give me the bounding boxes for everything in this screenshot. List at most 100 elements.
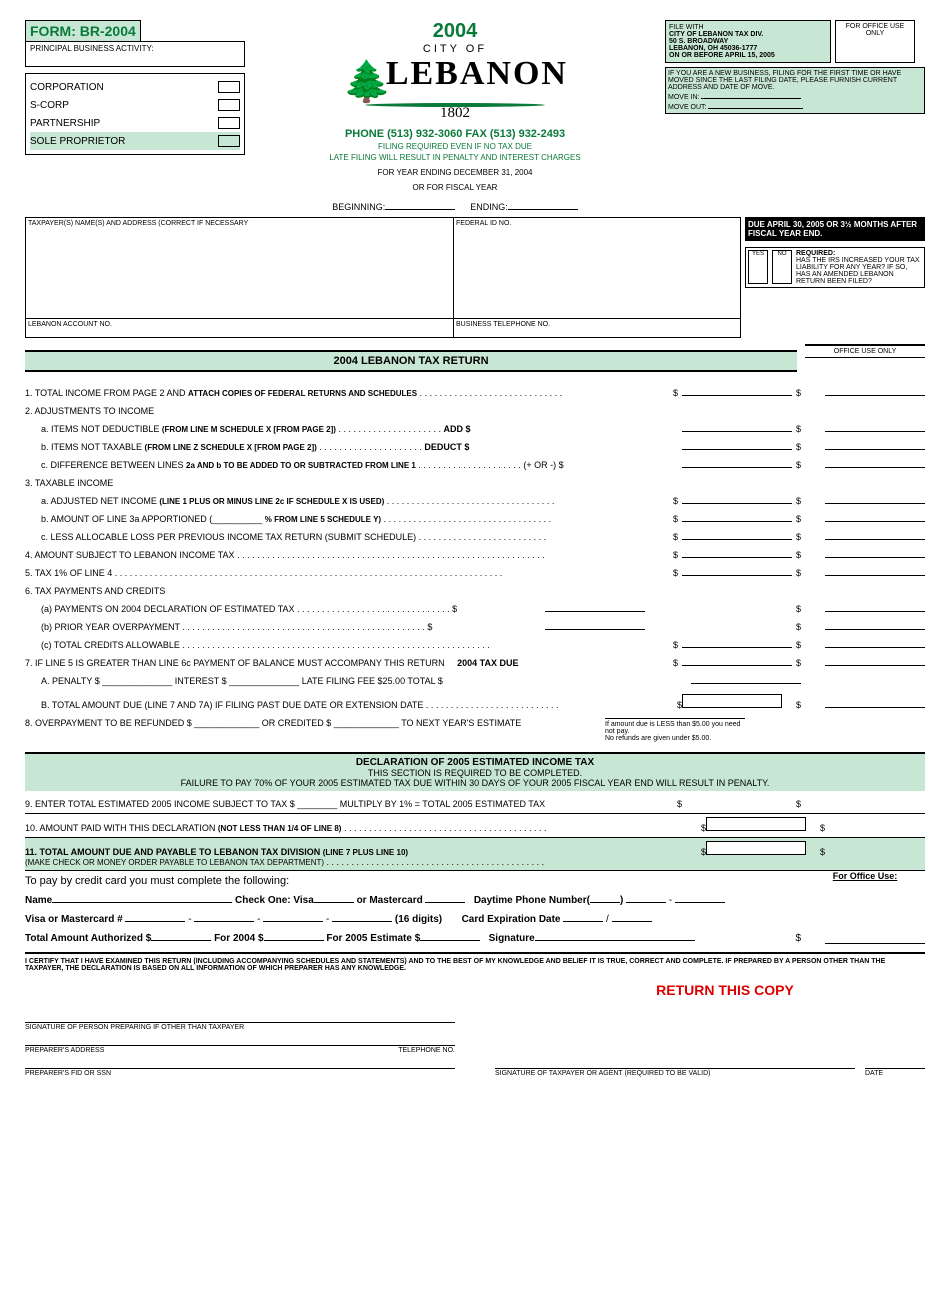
line5-office[interactable] xyxy=(825,575,925,576)
taxpayer-info: TAXPAYER(S) NAME(S) AND ADDRESS (CORRECT… xyxy=(25,217,925,338)
phone-1[interactable] xyxy=(626,902,666,903)
line2c-amount[interactable] xyxy=(682,467,792,468)
card-2[interactable] xyxy=(194,921,254,922)
line4-office[interactable] xyxy=(825,557,925,558)
line-11: 11. TOTAL AMOUNT DUE AND PAYABLE TO LEBA… xyxy=(25,837,925,871)
movein-input[interactable] xyxy=(701,98,801,99)
line-3a: a. ADJUSTED NET INCOME (LINE 1 PLUS OR M… xyxy=(25,492,925,510)
total-auth[interactable] xyxy=(151,940,211,941)
file-with-box: FILE WITH CITY OF LEBANON TAX DIV. 50 S.… xyxy=(665,20,831,63)
line-10: 10. AMOUNT PAID WITH THIS DECLARATION (N… xyxy=(25,813,925,837)
date-range: BEGINNING: ENDING: xyxy=(255,202,655,212)
line3a-office[interactable] xyxy=(825,503,925,504)
right-column: FILE WITH CITY OF LEBANON TAX DIV. 50 S.… xyxy=(665,20,925,114)
corp-checkbox[interactable] xyxy=(218,81,240,93)
exp-m[interactable] xyxy=(563,921,603,922)
exp-y[interactable] xyxy=(612,921,652,922)
entity-type-box: CORPORATION S-CORP PARTNERSHIP SOLE PROP… xyxy=(25,73,245,155)
no-checkbox[interactable]: NO xyxy=(772,250,792,284)
for2004[interactable] xyxy=(264,940,324,941)
preparer-fid-line[interactable]: PREPARER'S FID OR SSN xyxy=(25,1068,455,1077)
line2b-amount[interactable] xyxy=(682,449,792,450)
account-no-cell[interactable]: LEBANON ACCOUNT NO. xyxy=(26,319,454,337)
for2005[interactable] xyxy=(420,940,480,941)
preparer-addr-line[interactable]: PREPARER'S ADDRESSTELEPHONE NO. xyxy=(25,1045,455,1054)
line10-amount[interactable] xyxy=(706,817,806,831)
cc-signature[interactable] xyxy=(535,940,695,941)
line2a-amount[interactable] xyxy=(682,431,792,432)
line-7a: A. PENALTY $ ______________ INTEREST $ _… xyxy=(25,672,925,690)
scorp-checkbox[interactable] xyxy=(218,99,240,111)
filing-note1: FILING REQUIRED EVEN IF NO TAX DUE xyxy=(255,142,655,151)
line-6b: (b) PRIOR YEAR OVERPAYMENT . . . . . . .… xyxy=(25,618,925,636)
phone-2[interactable] xyxy=(675,902,725,903)
phone-area[interactable] xyxy=(590,902,620,903)
taxpayer-sig-line[interactable]: SIGNATURE OF TAXPAYER OR AGENT (REQUIRED… xyxy=(495,1068,855,1077)
line11-amount[interactable] xyxy=(706,841,806,855)
federal-id-cell[interactable]: FEDERAL ID NO. xyxy=(454,218,740,318)
line3a-amount[interactable] xyxy=(682,503,792,504)
line2a-office[interactable] xyxy=(825,431,925,432)
declaration-lines: 9. ENTER TOTAL ESTIMATED 2005 INCOME SUB… xyxy=(25,795,925,871)
taxpayer-name-cell[interactable]: TAXPAYER(S) NAME(S) AND ADDRESS (CORRECT… xyxy=(26,218,454,318)
left-column: FORM: BR-2004 PRINCIPAL BUSINESS ACTIVIT… xyxy=(25,20,245,155)
filing-note2: LATE FILING WILL RESULT IN PENALTY AND I… xyxy=(255,153,655,162)
line6b-amount[interactable] xyxy=(545,629,645,630)
cc-office-amt[interactable] xyxy=(825,933,925,944)
year-ending: FOR YEAR ENDING DECEMBER 31, 2004 xyxy=(255,168,655,177)
line-9: 9. ENTER TOTAL ESTIMATED 2005 INCOME SUB… xyxy=(25,795,925,813)
line-5: 5. TAX 1% OF LINE 4 . . . . . . . . . . … xyxy=(25,564,925,582)
cc-name-input[interactable] xyxy=(52,902,232,903)
line3b-office[interactable] xyxy=(825,521,925,522)
soleprop-checkbox[interactable] xyxy=(218,135,240,147)
card-4[interactable] xyxy=(332,921,392,922)
activity-box[interactable]: PRINCIPAL BUSINESS ACTIVITY: xyxy=(25,41,245,67)
line4-amount[interactable] xyxy=(682,557,792,558)
line3c-office[interactable] xyxy=(825,539,925,540)
line2c-office[interactable] xyxy=(825,467,925,468)
line7a-total[interactable] xyxy=(691,683,801,684)
office-use-cc: For Office Use: xyxy=(805,871,925,887)
ending-input[interactable] xyxy=(508,209,578,210)
certification: I CERTIFY THAT I HAVE EXAMINED THIS RETU… xyxy=(25,952,925,972)
line-8: 8. OVERPAYMENT TO BE REFUNDED $ ________… xyxy=(25,714,925,746)
moveout-input[interactable] xyxy=(708,108,803,109)
tax-form-page: FORM: BR-2004 PRINCIPAL BUSINESS ACTIVIT… xyxy=(0,0,950,1308)
due-date-banner: DUE APRIL 30, 2005 OR 3½ MONTHS AFTER FI… xyxy=(745,217,925,241)
line7b-amount[interactable] xyxy=(682,694,782,708)
office-use-box: FOR OFFICE USE ONLY xyxy=(835,20,915,63)
header: FORM: BR-2004 PRINCIPAL BUSINESS ACTIVIT… xyxy=(25,20,925,212)
beginning-input[interactable] xyxy=(385,209,455,210)
activity-label: PRINCIPAL BUSINESS ACTIVITY: xyxy=(30,44,154,53)
logo: 2004 CITY OF 🌲LEBANON 1802 xyxy=(255,20,655,122)
line6b-office[interactable] xyxy=(825,629,925,630)
card-1[interactable] xyxy=(125,921,185,922)
preparer-sig-line[interactable]: SIGNATURE OF PERSON PREPARING IF OTHER T… xyxy=(25,1022,455,1031)
line6c-amount[interactable] xyxy=(682,647,792,648)
line1-amount[interactable] xyxy=(682,395,792,396)
line3c-amount[interactable] xyxy=(682,539,792,540)
yes-checkbox[interactable]: YES xyxy=(748,250,768,284)
line7b-office[interactable] xyxy=(825,707,925,708)
line-7b-total: B. TOTAL AMOUNT DUE (LINE 7 AND 7A) IF F… xyxy=(25,690,925,714)
line5-amount[interactable] xyxy=(682,575,792,576)
line-3c: c. LESS ALLOCABLE LOSS PER PREVIOUS INCO… xyxy=(25,528,925,546)
mc-check[interactable] xyxy=(425,902,465,903)
city-name: LEBANON xyxy=(386,55,568,92)
line1-office[interactable] xyxy=(825,395,925,396)
irs-question-box: YES NO REQUIRED:HAS THE IRS INCREASED YO… xyxy=(745,247,925,288)
line6a-office[interactable] xyxy=(825,611,925,612)
line6c-office[interactable] xyxy=(825,647,925,648)
card-3[interactable] xyxy=(263,921,323,922)
cc-header-row: To pay by credit card you must complete … xyxy=(25,871,925,887)
date-line[interactable]: DATE xyxy=(865,1068,925,1077)
line7-amount[interactable] xyxy=(682,665,792,666)
line7-office[interactable] xyxy=(825,665,925,666)
telephone-cell[interactable]: BUSINESS TELEPHONE NO. xyxy=(454,319,740,337)
line2b-office[interactable] xyxy=(825,449,925,450)
line6a-amount[interactable] xyxy=(545,611,645,612)
line3b-amount[interactable] xyxy=(682,521,792,522)
partnership-checkbox[interactable] xyxy=(218,117,240,129)
visa-check[interactable] xyxy=(314,902,354,903)
entity-partnership: PARTNERSHIP xyxy=(30,114,240,132)
